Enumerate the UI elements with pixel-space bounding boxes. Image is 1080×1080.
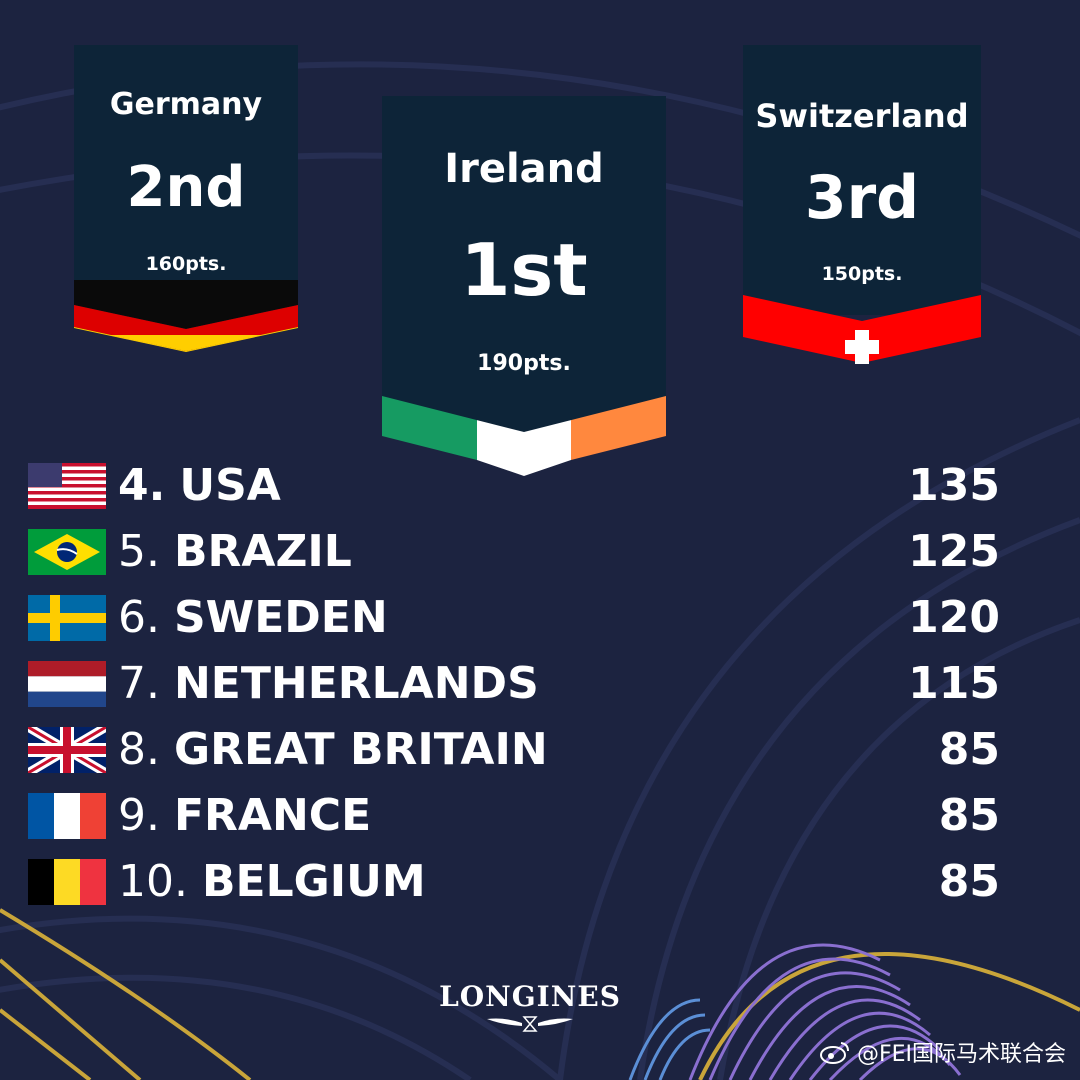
- ranking-label: 10. BELGIUM: [118, 856, 426, 907]
- france-flag-icon: [28, 793, 106, 839]
- country-name: FRANCE: [173, 790, 372, 841]
- ranking-score: 115: [908, 658, 1000, 709]
- ireland-flag-ribbon: [382, 392, 666, 476]
- first-place-points: 190pts.: [477, 351, 571, 376]
- second-place-label: 2nd: [126, 155, 246, 220]
- country-name: GREAT BRITAIN: [173, 724, 548, 775]
- ranking-label: 8. GREAT BRITAIN: [118, 724, 548, 775]
- ranking-row: 5. BRAZIL 125: [0, 522, 1080, 582]
- country-name: NETHERLANDS: [173, 658, 539, 709]
- ranking-row: 6. SWEDEN 120: [0, 588, 1080, 648]
- country-name: SWEDEN: [173, 592, 388, 643]
- sweden-flag-icon: [28, 595, 106, 641]
- switzerland-flag-ribbon: [743, 295, 981, 364]
- logo-wordmark: LONGINES: [439, 980, 621, 1013]
- germany-flag-ribbon: [74, 280, 298, 352]
- ranking-label: 9. FRANCE: [118, 790, 372, 841]
- ranking-label: 7. NETHERLANDS: [118, 658, 539, 709]
- country-name: USA: [179, 460, 281, 511]
- ranking-score: 125: [908, 526, 1000, 577]
- third-place-country: Switzerland: [755, 97, 969, 135]
- ranking-score: 85: [938, 790, 1000, 841]
- second-place-points: 160pts.: [145, 253, 227, 275]
- first-place-label: 1st: [460, 228, 588, 312]
- ranking-row: 10. BELGIUM 85: [0, 852, 1080, 912]
- third-place-points: 150pts.: [821, 263, 903, 285]
- ranking-score: 135: [908, 460, 1000, 511]
- ranking-row: 4. USA 135: [0, 456, 1080, 516]
- longines-logo: LONGINES: [430, 980, 630, 1039]
- netherlands-flag-icon: [28, 661, 106, 707]
- country-name: BELGIUM: [201, 856, 426, 907]
- ranking-score: 85: [938, 856, 1000, 907]
- watermark-text: @FEI国际马术联合会: [856, 1042, 1066, 1067]
- weibo-icon: [819, 1042, 849, 1064]
- third-place-banner: Switzerland 3rd 150pts.: [743, 45, 981, 315]
- ranking-row: 7. NETHERLANDS 115: [0, 654, 1080, 714]
- ranking-label: 6. SWEDEN: [118, 592, 388, 643]
- first-place-banner: Ireland 1st 190pts.: [382, 96, 666, 416]
- second-place-banner: Germany 2nd 160pts.: [74, 45, 298, 315]
- brazil-flag-icon: [28, 529, 106, 575]
- weibo-watermark: @FEI国际马术联合会: [819, 1036, 1066, 1068]
- belgium-flag-icon: [28, 859, 106, 905]
- ranking-score: 85: [938, 724, 1000, 775]
- ranking-label: 5. BRAZIL: [118, 526, 352, 577]
- ranking-row: 8. GREAT BRITAIN 85: [0, 720, 1080, 780]
- winged-hourglass-icon: [487, 1016, 573, 1032]
- ranking-row: 9. FRANCE 85: [0, 786, 1080, 846]
- country-name: BRAZIL: [173, 526, 352, 577]
- ranking-label: 4. USA: [118, 460, 281, 511]
- great-britain-flag-icon: [28, 727, 106, 773]
- first-place-country: Ireland: [444, 146, 604, 192]
- ranking-score: 120: [908, 592, 1000, 643]
- usa-flag-icon: [28, 463, 106, 509]
- second-place-country: Germany: [109, 87, 263, 122]
- third-place-label: 3rd: [804, 163, 920, 233]
